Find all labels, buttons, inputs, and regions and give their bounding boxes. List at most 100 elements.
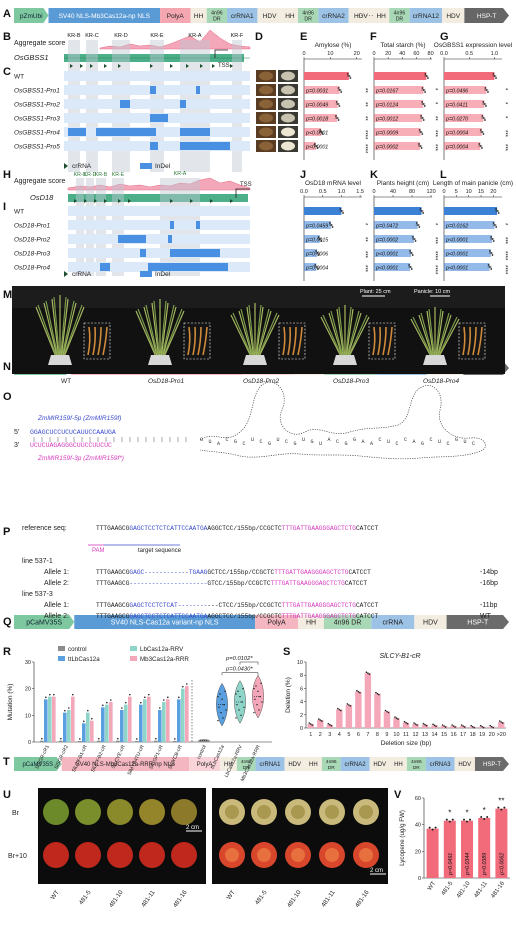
data-point bbox=[258, 709, 260, 711]
data-point bbox=[110, 699, 112, 701]
data-point bbox=[451, 724, 453, 726]
tss-arrow bbox=[214, 49, 228, 58]
construct-segment bbox=[464, 8, 509, 23]
data-point bbox=[337, 707, 339, 710]
plant-stem bbox=[412, 316, 432, 356]
plant-stem bbox=[346, 310, 360, 356]
data-point bbox=[478, 143, 481, 145]
p-value: p=0.0270 bbox=[445, 116, 468, 122]
data-point bbox=[342, 212, 344, 214]
construct-segment bbox=[190, 8, 207, 23]
significance-stars: **** bbox=[432, 251, 438, 261]
panicle bbox=[467, 326, 472, 356]
plant-stem bbox=[320, 316, 341, 356]
region-label: KR-B bbox=[67, 33, 80, 39]
construct-segment-label: HH bbox=[376, 13, 386, 20]
legend-swatch bbox=[130, 646, 137, 651]
construct-segment-label: 4n96 DR bbox=[334, 619, 362, 626]
data-point bbox=[313, 143, 316, 145]
p-value: p=0.0031 bbox=[305, 88, 328, 94]
construct-segment-label: HH bbox=[194, 13, 204, 20]
bar bbox=[166, 699, 170, 742]
data-point bbox=[340, 210, 343, 212]
bar bbox=[304, 114, 337, 122]
legend-crrna-label: crRNA bbox=[72, 163, 92, 170]
five-prime-label: 5' bbox=[14, 429, 19, 436]
bar bbox=[158, 710, 162, 742]
bar bbox=[444, 263, 490, 271]
data-point bbox=[469, 818, 471, 821]
plant-stem bbox=[64, 306, 85, 356]
data-point bbox=[98, 737, 100, 740]
panel-label-M: M bbox=[3, 289, 12, 301]
plant-stem bbox=[347, 312, 362, 356]
p-value: p<0.0001 bbox=[445, 265, 468, 271]
plant-stem bbox=[436, 310, 444, 356]
bar bbox=[431, 725, 438, 728]
p-value: p=0.0389 bbox=[482, 853, 488, 876]
tick-label: 0 bbox=[372, 189, 375, 195]
data-point bbox=[239, 695, 241, 698]
construct-segment-label: crRNA3 bbox=[430, 762, 452, 768]
tick-label: 0.0 bbox=[300, 189, 308, 195]
seq-target: --------------------- bbox=[129, 580, 207, 587]
category-label: 12 bbox=[412, 732, 418, 738]
data-point bbox=[411, 254, 414, 256]
data-point bbox=[222, 717, 224, 719]
data-point bbox=[174, 738, 176, 740]
significance-stars: * bbox=[362, 223, 368, 226]
chart-title: Length of main panicle (cm) bbox=[433, 180, 513, 187]
indel-block bbox=[96, 128, 156, 136]
loop-base: G bbox=[200, 437, 203, 443]
loop-base: C bbox=[336, 439, 339, 445]
p-value: p=0.0009 bbox=[375, 130, 398, 136]
significance-stars: **** bbox=[362, 144, 368, 154]
mir159f-5p-seq: GGAGCUCCUCUCAUUCCAAUGA bbox=[30, 429, 116, 436]
significance-stars: * bbox=[483, 806, 486, 815]
construct-segment bbox=[406, 757, 426, 771]
tick-label: 0 bbox=[372, 51, 375, 57]
data-point bbox=[395, 717, 398, 719]
bar bbox=[128, 696, 132, 742]
plant-stem bbox=[259, 314, 280, 356]
bar bbox=[495, 808, 508, 878]
loop-base: A bbox=[413, 439, 416, 445]
construct-segment-label: PolyA bbox=[267, 619, 286, 626]
p-value: p=0.0004 bbox=[305, 265, 328, 271]
panicle bbox=[197, 326, 202, 356]
significance-stars: * bbox=[502, 116, 508, 119]
plant-stem bbox=[135, 310, 156, 356]
data-point bbox=[91, 717, 93, 720]
data-point bbox=[253, 687, 255, 690]
p-value: p<0.0001 bbox=[375, 265, 398, 271]
amylose-chart: Amylose (%) 0 10 20 p=0.0031 ** p=0.0049 ** p=0.… bbox=[302, 42, 368, 160]
fruit-caption: WT bbox=[225, 889, 236, 901]
construct-Q: pCaMV35S SV40 NLS-Cas12a variant-np NLS Po… bbox=[14, 615, 509, 629]
panel-label-C: C bbox=[3, 66, 11, 78]
plant-stem bbox=[232, 312, 252, 356]
indel-block bbox=[100, 263, 110, 271]
data-point bbox=[473, 726, 475, 729]
construct-segment bbox=[14, 757, 62, 771]
data-point bbox=[221, 698, 223, 701]
construct-segment bbox=[371, 615, 415, 629]
significance-stars: **** bbox=[502, 251, 508, 261]
indel-block bbox=[118, 235, 146, 243]
plant-stem bbox=[439, 318, 460, 356]
data-point bbox=[106, 701, 108, 704]
p-value: p=0.0015 bbox=[305, 237, 328, 243]
construct-segment-label: HH bbox=[394, 762, 403, 768]
gbss1-aggregate-track bbox=[99, 29, 251, 50]
data-point bbox=[471, 725, 474, 728]
data-point bbox=[125, 701, 127, 704]
sequence: TTTGAAGCGGAGCTCCTCTCATTCCAATGAAGGCTCC/15… bbox=[96, 525, 379, 532]
slice-center bbox=[359, 805, 373, 819]
tick-label: 80 bbox=[428, 51, 434, 57]
data-point bbox=[443, 725, 445, 727]
data-point bbox=[428, 826, 431, 829]
tick-label: 120 bbox=[426, 189, 435, 195]
data-point bbox=[486, 816, 489, 818]
panel-label-T: T bbox=[3, 756, 10, 768]
tick-label: 20 bbox=[354, 51, 360, 57]
data-point bbox=[319, 719, 322, 721]
